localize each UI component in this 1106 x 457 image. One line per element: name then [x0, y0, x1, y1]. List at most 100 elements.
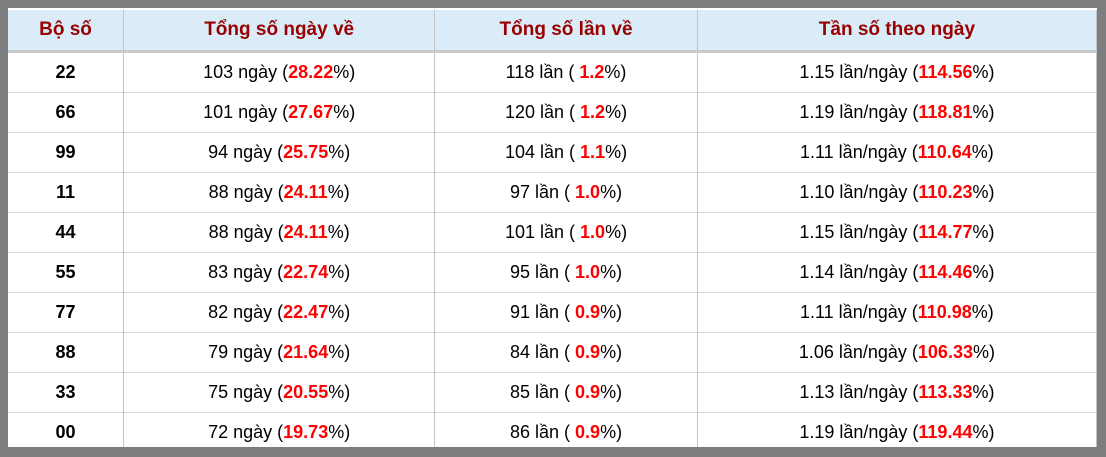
highlight-percent: 114.77 [918, 222, 973, 242]
value-text: 84 lần ( [510, 342, 576, 362]
table-header: Bộ số Tổng số ngày về Tổng số lần về Tần… [8, 10, 1097, 53]
days-cell: 88 ngày (24.11%) [123, 212, 436, 253]
days-cell: 101 ngày (27.67%) [123, 92, 436, 133]
highlight-percent: 1.2 [580, 102, 606, 122]
value-text: %) [600, 302, 623, 322]
table-row: 00 72 ngày (19.73%) 86 lần ( 0.9%) 1.19 lần… [8, 412, 1097, 447]
highlight-percent: 113.33 [918, 382, 973, 402]
value-text: %) [333, 102, 356, 122]
times-cell: 104 lần ( 1.1%) [434, 132, 698, 173]
value-text: 1.15 lần/ngày ( [799, 222, 919, 242]
times-cell: 86 lần ( 0.9%) [434, 412, 698, 447]
table-row: 55 83 ngày (22.74%) 95 lần ( 1.0%) 1.14 lần… [8, 252, 1097, 293]
highlight-percent: 1.0 [580, 222, 606, 242]
pair-cell: 66 [8, 92, 124, 133]
days-cell: 75 ngày (20.55%) [123, 372, 436, 413]
col-header-total-times: Tổng số lần về [434, 10, 698, 53]
pair-cell: 55 [8, 252, 124, 293]
highlight-percent: 20.55 [283, 382, 329, 402]
value-text: 1.15 lần/ngày ( [799, 62, 919, 82]
highlight-percent: 110.98 [917, 302, 972, 322]
highlight-percent: 110.64 [917, 142, 972, 162]
value-text: 95 lần ( [510, 262, 576, 282]
highlight-percent: 28.22 [288, 62, 334, 82]
freq-cell: 1.14 lần/ngày (114.46%) [697, 252, 1097, 293]
value-text: %) [972, 62, 995, 82]
times-cell: 95 lần ( 1.0%) [434, 252, 698, 293]
table-row: 11 88 ngày (24.11%) 97 lần ( 1.0%) 1.10 lần… [8, 172, 1097, 213]
table-row: 77 82 ngày (22.47%) 91 lần ( 0.9%) 1.11 lần… [8, 292, 1097, 333]
highlight-percent: 1.0 [575, 262, 601, 282]
times-cell: 118 lần ( 1.2%) [434, 51, 698, 93]
value-text: 1.06 lần/ngày ( [798, 342, 918, 362]
value-text: 79 ngày ( [208, 342, 284, 362]
lottery-pair-stats-table: Bộ số Tổng số ngày về Tổng số lần về Tần… [8, 10, 1097, 447]
value-text: 97 lần ( [510, 182, 576, 202]
pair-cell: 99 [8, 132, 124, 173]
highlight-percent: 19.73 [283, 422, 329, 442]
value-text: %) [971, 302, 994, 322]
value-text: 101 lần ( [504, 222, 581, 242]
highlight-percent: 0.9 [575, 342, 601, 362]
value-text: 1.13 lần/ngày ( [799, 382, 919, 402]
value-text: 88 ngày ( [208, 182, 284, 202]
times-cell: 91 lần ( 0.9%) [434, 292, 698, 333]
value-text: %) [600, 342, 623, 362]
days-cell: 79 ngày (21.64%) [123, 332, 436, 373]
pair-cell: 22 [8, 51, 124, 93]
highlight-percent: 22.47 [283, 302, 329, 322]
freq-cell: 1.13 lần/ngày (113.33%) [697, 372, 1097, 413]
value-text: %) [605, 222, 628, 242]
highlight-percent: 114.46 [918, 262, 973, 282]
value-text: 1.19 lần/ngày ( [799, 102, 919, 122]
value-text: %) [327, 182, 350, 202]
value-text: 83 ngày ( [208, 262, 284, 282]
value-text: %) [327, 222, 350, 242]
table-row: 88 79 ngày (21.64%) 84 lần ( 0.9%) 1.06 lần… [8, 332, 1097, 373]
times-cell: 101 lần ( 1.0%) [434, 212, 698, 253]
highlight-percent: 24.11 [283, 222, 328, 242]
freq-cell: 1.10 lần/ngày (110.23%) [697, 172, 1097, 213]
freq-cell: 1.11 lần/ngày (110.64%) [697, 132, 1097, 173]
table-row: 99 94 ngày (25.75%) 104 lần ( 1.1%) 1.11 lầ… [8, 132, 1097, 173]
col-header-total-days: Tổng số ngày về [123, 10, 436, 53]
highlight-percent: 106.33 [917, 342, 973, 362]
highlight-percent: 118.81 [918, 102, 973, 122]
table-row: 66 101 ngày (27.67%) 120 lần ( 1.2%) 1.19 l… [8, 92, 1097, 133]
highlight-percent: 119.44 [918, 422, 973, 442]
value-text: %) [328, 342, 351, 362]
value-text: %) [600, 182, 623, 202]
days-cell: 83 ngày (22.74%) [123, 252, 436, 293]
value-text: %) [972, 422, 995, 442]
value-text: %) [600, 262, 623, 282]
value-text: 88 ngày ( [208, 222, 284, 242]
col-header-pair: Bộ số [8, 10, 124, 53]
table-row: 22 103 ngày (28.22%) 118 lần ( 1.2%) 1.15 l… [8, 51, 1097, 93]
freq-cell: 1.15 lần/ngày (114.56%) [697, 51, 1097, 93]
value-text: %) [972, 382, 995, 402]
pair-cell: 77 [8, 292, 124, 333]
pair-cell: 33 [8, 372, 124, 413]
freq-cell: 1.15 lần/ngày (114.77%) [697, 212, 1097, 253]
freq-cell: 1.19 lần/ngày (119.44%) [697, 412, 1097, 447]
times-cell: 84 lần ( 0.9%) [434, 332, 698, 373]
value-text: %) [328, 382, 351, 402]
highlight-percent: 1.1 [580, 142, 606, 162]
value-text: %) [600, 422, 623, 442]
value-text: %) [605, 142, 628, 162]
value-text: %) [328, 142, 351, 162]
freq-cell: 1.11 lần/ngày (110.98%) [697, 292, 1097, 333]
value-text: 103 ngày ( [203, 62, 289, 82]
highlight-percent: 0.9 [575, 422, 601, 442]
times-cell: 85 lần ( 0.9%) [434, 372, 698, 413]
value-text: 1.19 lần/ngày ( [799, 422, 919, 442]
pair-cell: 00 [8, 412, 124, 447]
value-text: %) [333, 62, 356, 82]
highlight-percent: 0.9 [575, 302, 601, 322]
value-text: 104 lần ( [504, 142, 581, 162]
value-text: %) [604, 62, 627, 82]
value-text: %) [971, 142, 994, 162]
days-cell: 94 ngày (25.75%) [123, 132, 436, 173]
pair-cell: 11 [8, 172, 124, 213]
